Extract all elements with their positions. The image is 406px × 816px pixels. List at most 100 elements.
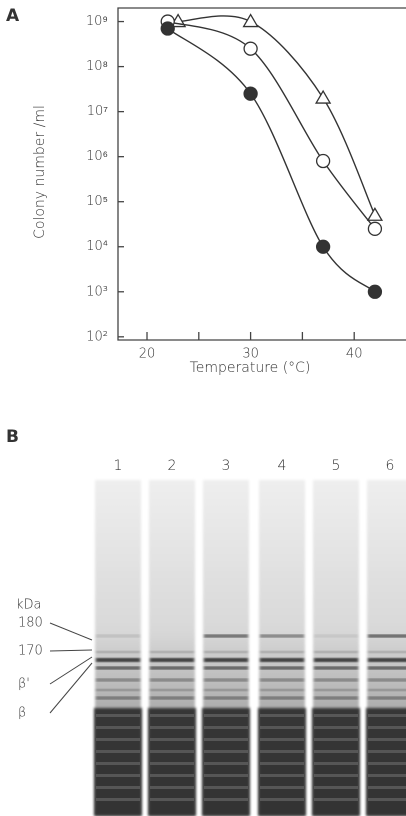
band xyxy=(96,798,140,801)
circle-marker xyxy=(315,153,331,169)
band xyxy=(368,714,406,717)
band xyxy=(204,666,248,670)
band xyxy=(204,696,248,700)
band xyxy=(314,634,358,638)
band xyxy=(150,658,194,662)
band xyxy=(204,750,248,753)
circle-marker xyxy=(243,41,258,56)
lane-label: 1 xyxy=(114,458,123,474)
circle-marker xyxy=(160,21,175,36)
band xyxy=(150,689,194,691)
lane-label: 5 xyxy=(332,458,341,474)
band xyxy=(150,738,194,741)
band xyxy=(150,696,194,700)
circle-marker xyxy=(243,86,258,101)
band xyxy=(368,726,406,729)
x-axis-label: Temperature (°C) xyxy=(190,360,311,376)
band xyxy=(96,774,140,777)
gel-image: 1 2 3 4 5 6 180 170 β' β xyxy=(18,458,406,816)
triangle-marker xyxy=(242,13,259,28)
band xyxy=(260,738,304,741)
fit-line xyxy=(178,15,376,216)
band xyxy=(314,714,358,717)
band xyxy=(314,738,358,741)
band xyxy=(96,696,140,700)
band xyxy=(314,726,358,729)
band xyxy=(260,750,304,753)
band xyxy=(150,750,194,753)
band xyxy=(204,786,248,789)
band xyxy=(150,798,194,801)
x-tick-label: 30 xyxy=(242,347,259,362)
band xyxy=(150,726,194,729)
band xyxy=(204,714,248,717)
band xyxy=(368,762,406,765)
marker-label: β xyxy=(18,706,26,721)
band xyxy=(150,678,194,682)
band xyxy=(368,658,406,662)
y-tick-label: 10⁹ xyxy=(86,14,108,29)
circle-marker xyxy=(315,239,331,254)
band xyxy=(314,651,358,653)
marker-line xyxy=(49,662,93,714)
marker-label: β' xyxy=(18,677,30,692)
y-tick-label: 10⁶ xyxy=(86,149,108,164)
band xyxy=(260,678,304,682)
band xyxy=(368,651,406,653)
band xyxy=(368,634,406,638)
band xyxy=(96,762,140,765)
band xyxy=(314,689,358,691)
band xyxy=(204,738,248,741)
band xyxy=(204,658,248,662)
marker-label: 170 xyxy=(18,644,43,659)
y-tick-label: 10⁴ xyxy=(86,239,108,254)
x-tick-label: 20 xyxy=(139,347,156,362)
marker-label: 180 xyxy=(18,616,43,631)
band xyxy=(260,634,304,638)
band xyxy=(204,774,248,777)
band xyxy=(368,696,406,700)
band xyxy=(314,774,358,777)
marker-line xyxy=(49,656,93,685)
band xyxy=(150,762,194,765)
circle-marker xyxy=(367,221,383,236)
y-tick-label: 10³ xyxy=(86,284,108,299)
band xyxy=(96,634,140,638)
band xyxy=(204,651,248,653)
band xyxy=(368,774,406,777)
band xyxy=(96,726,140,729)
triangle-marker xyxy=(366,206,384,221)
y-axis-label: Colony number /ml xyxy=(32,105,48,239)
band xyxy=(96,651,140,653)
band xyxy=(314,798,358,801)
triangle-marker xyxy=(314,89,332,104)
band xyxy=(368,738,406,741)
band xyxy=(260,689,304,691)
lane-label: 6 xyxy=(386,458,395,474)
band xyxy=(204,678,248,682)
x-tick-label: 40 xyxy=(346,347,363,362)
band xyxy=(204,762,248,765)
y-tick-label: 10⁸ xyxy=(86,59,108,74)
band xyxy=(204,689,248,691)
panel-label: B xyxy=(6,427,19,447)
band xyxy=(260,666,304,670)
band xyxy=(204,798,248,801)
band xyxy=(368,786,406,789)
band xyxy=(314,786,358,789)
band xyxy=(368,689,406,691)
marker-line xyxy=(49,622,93,641)
band xyxy=(260,714,304,717)
fit-line xyxy=(167,20,376,230)
band xyxy=(96,738,140,741)
band xyxy=(260,726,304,729)
band xyxy=(260,798,304,801)
band xyxy=(96,658,140,662)
band xyxy=(314,762,358,765)
band xyxy=(150,714,194,717)
band xyxy=(96,786,140,789)
y-tick-label: 10² xyxy=(86,329,108,344)
lane-label: 3 xyxy=(222,458,231,474)
band xyxy=(314,750,358,753)
band xyxy=(368,750,406,753)
